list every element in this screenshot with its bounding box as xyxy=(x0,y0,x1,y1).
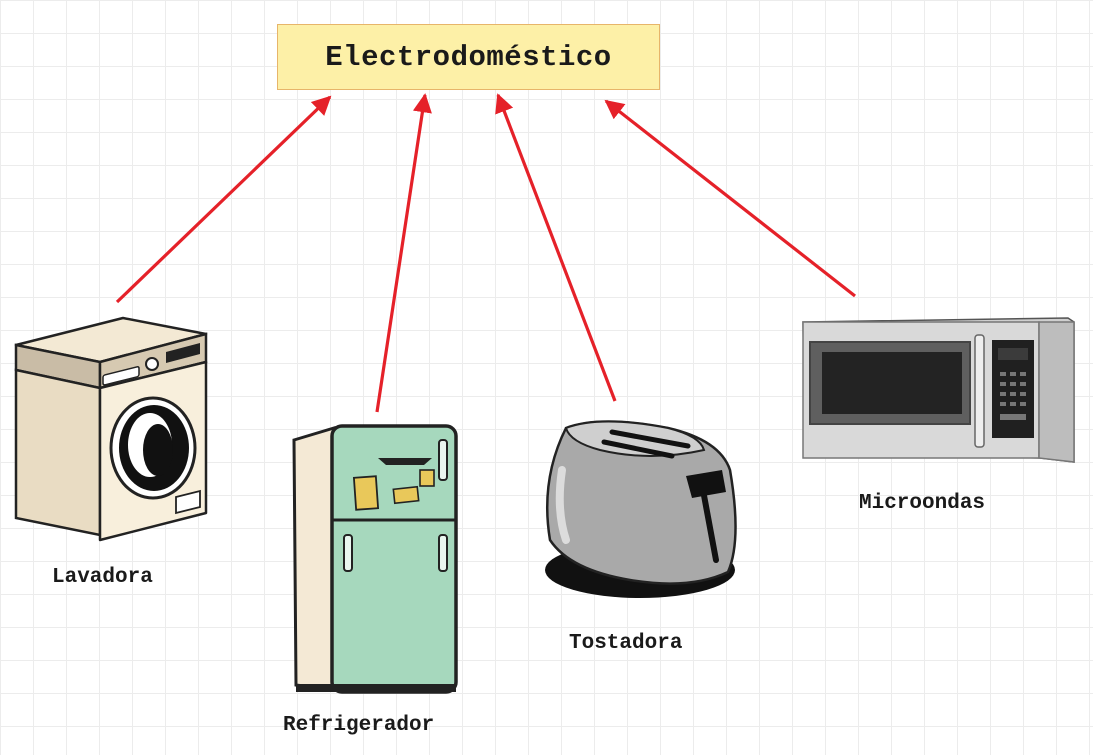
label-lavadora: Lavadora xyxy=(52,566,153,589)
root-node: Electrodoméstico xyxy=(277,24,660,90)
arrow-microondas xyxy=(604,99,856,298)
arrow-refrigerador xyxy=(375,93,432,413)
label-refrigerador: Refrigerador xyxy=(283,714,435,737)
arrow-lavadora xyxy=(115,95,332,304)
label-tostadora: Tostadora xyxy=(569,632,683,655)
arrow-tostadora xyxy=(495,93,617,402)
root-label: Electrodoméstico xyxy=(325,40,612,74)
label-microondas: Microondas xyxy=(859,492,986,515)
